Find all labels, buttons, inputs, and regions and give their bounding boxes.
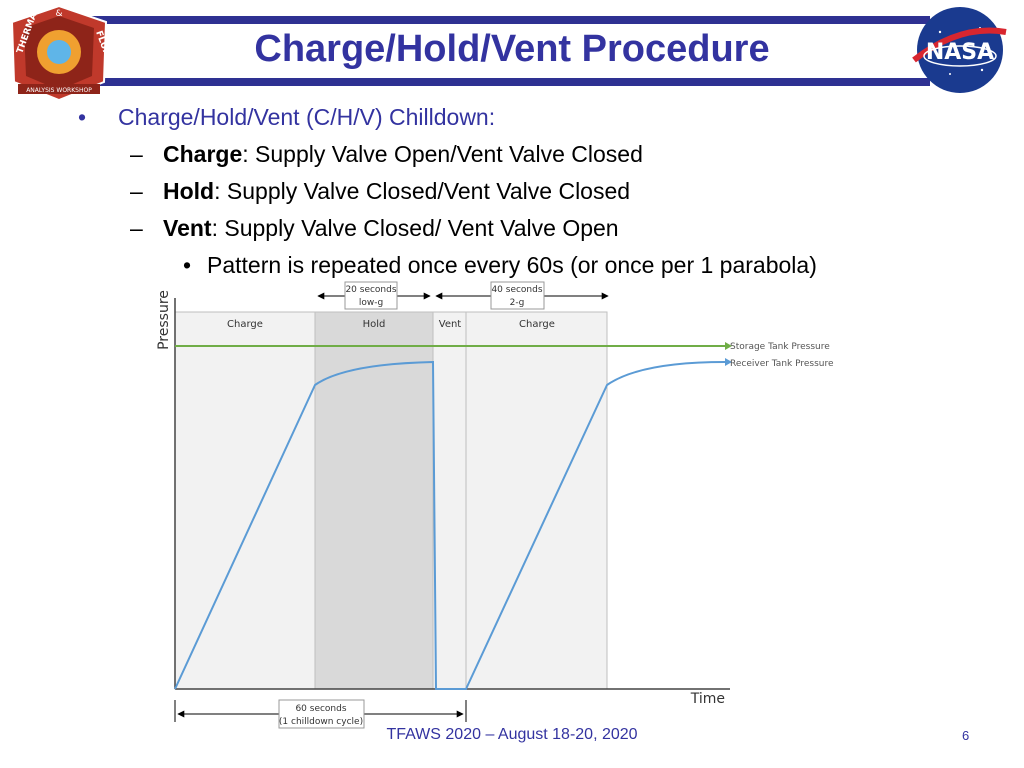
term-charge: Charge [163,141,243,167]
charge-callout-line2: 2-g [510,298,525,308]
bullet-main-text: Charge/Hold/Vent (C/H/V) Chilldown: [118,104,496,130]
chv-diagram: Charge Hold Vent Charge Pressure Time St… [156,281,834,729]
receiver-pressure-arrow [725,358,732,366]
tfaws-logo: & THERMAL FLUIDS ANALYSIS WORKSHOP [10,4,114,102]
nasa-logo: NASA [912,7,1007,93]
phase-label-charge-2: Charge [519,319,555,330]
storage-pressure-arrow [725,342,732,350]
nasa-logo-text: NASA [926,40,994,65]
page-number: 6 [962,728,970,743]
cycle-callout-line1: 60 seconds [295,704,346,714]
page-title: Charge/Hold/Vent Procedure [254,28,770,70]
charge-callout-line1: 40 seconds [491,285,542,295]
y-axis-label: Pressure [156,290,172,350]
logo-amp: & [55,9,62,19]
term-hold: Hold [163,178,215,204]
header-bar-bottom [80,78,930,86]
bullet-dot: • [78,104,87,130]
receiver-pressure-line [174,360,726,690]
phase-label-vent: Vent [439,319,462,330]
phase-vent [432,311,467,690]
phase-label-charge-1: Charge [227,319,263,330]
legend-receiver: Receiver Tank Pressure [730,359,834,369]
charge-callout-box [490,281,545,310]
desc-hold: : Supply Valve Closed/Vent Valve Closed [214,178,631,204]
legend-storage: Storage Tank Pressure [730,342,830,352]
bullet-sub-text: Pattern is repeated once every 60s (or o… [207,252,817,278]
phase-charge-1 [174,311,316,690]
hold-callout-box [344,281,398,310]
term-vent: Vent [163,215,212,241]
hold-callout-line2: low-g [359,298,383,308]
footer-text: TFAWS 2020 – August 18-20, 2020 [386,726,638,743]
desc-charge: : Supply Valve Open/Vent Valve Closed [242,141,643,167]
cycle-callout-line2: (1 chilldown cycle) [279,717,363,727]
header-bar-top [80,16,930,24]
x-axis-label: Time [690,691,725,707]
desc-vent: : Supply Valve Closed/ Vent Valve Open [211,215,619,241]
hold-callout-line1: 20 seconds [345,285,396,295]
cycle-callout-box [278,699,365,729]
phase-label-hold: Hold [363,319,386,330]
phase-hold [314,311,434,690]
logo-text-bottom: ANALYSIS WORKSHOP [26,87,92,94]
phase-charge-2 [465,311,608,690]
